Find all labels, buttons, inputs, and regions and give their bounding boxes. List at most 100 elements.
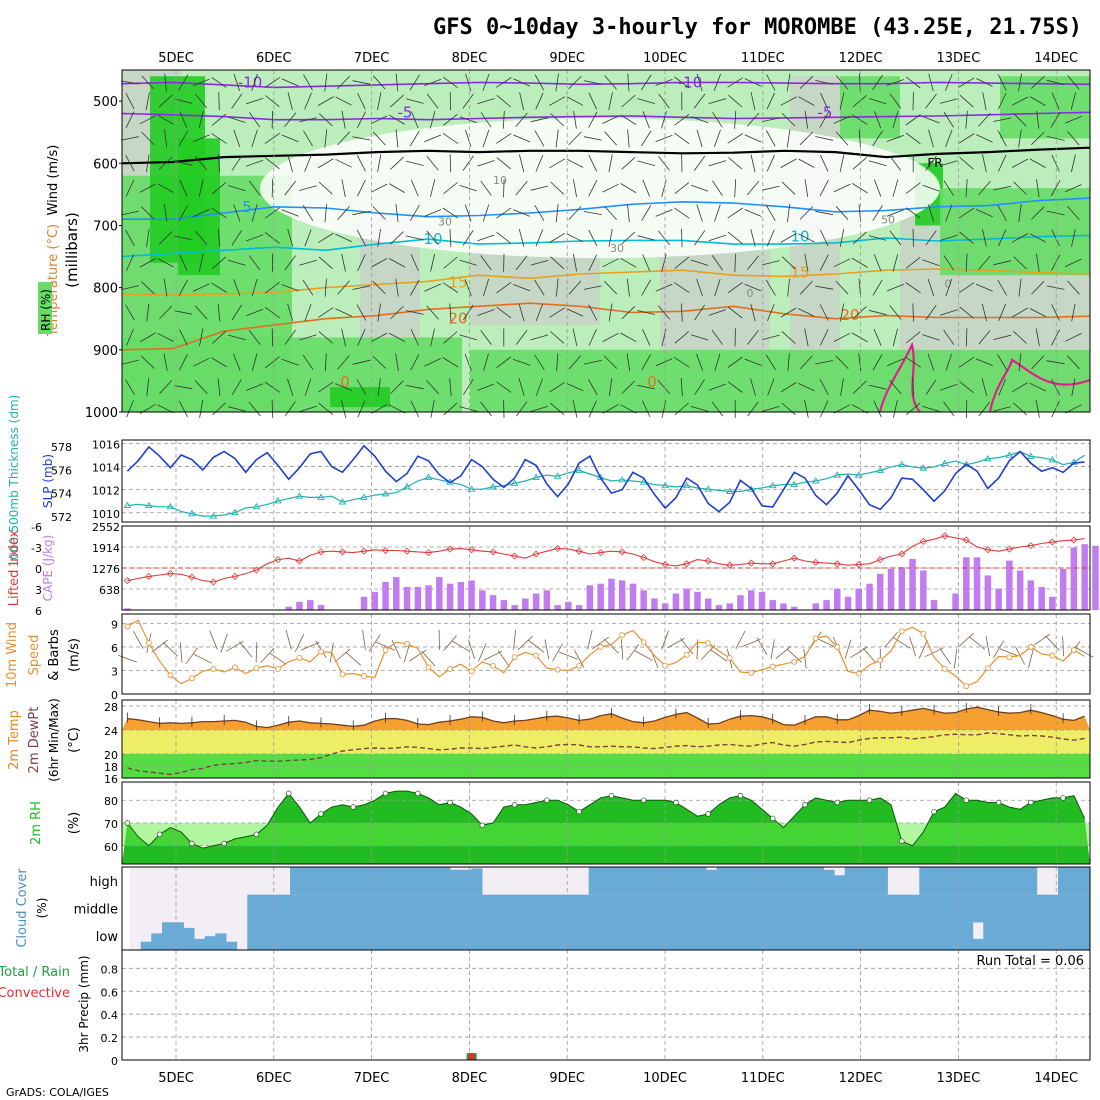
wind-barb — [744, 209, 762, 217]
cloud-cover-cell — [183, 927, 195, 950]
wind-barb — [1029, 233, 1046, 243]
wind-barb — [535, 154, 544, 172]
wind-barb — [530, 185, 549, 191]
wind-barb — [958, 282, 975, 294]
wind-barb — [141, 206, 155, 220]
wind-barb — [410, 329, 419, 346]
wind-barb — [658, 155, 670, 171]
wind-barb — [356, 155, 366, 172]
cape-bar — [952, 593, 959, 610]
wind-barb — [459, 259, 477, 266]
cloud-cover-cell — [663, 894, 675, 923]
wind-barb — [1065, 184, 1082, 193]
wind-barb — [781, 181, 796, 195]
cloud-cover-cell — [482, 894, 494, 923]
wind-barb — [993, 406, 1012, 412]
wind-barb — [945, 353, 952, 371]
wind-barb — [680, 303, 683, 322]
wind-barb — [1046, 360, 1065, 365]
cloud-cover-cell — [887, 894, 899, 923]
wind-barb — [549, 232, 566, 243]
cloud-cover-cell — [802, 894, 814, 923]
wind-barb — [750, 92, 756, 110]
wind-barb — [1067, 355, 1080, 370]
wind-barb — [608, 92, 613, 110]
wind-barb — [556, 278, 559, 297]
wind-barb — [341, 253, 346, 272]
rh2m-marker — [1060, 795, 1066, 801]
cloud-cover-cell — [215, 933, 227, 950]
cloud-cover-cell — [364, 867, 376, 895]
wind-barb — [174, 235, 193, 241]
wind-barb — [978, 401, 991, 417]
wind-barb — [727, 282, 743, 294]
wind-barb — [371, 332, 388, 343]
cloud-cover-cell — [802, 922, 814, 950]
wind-barb — [925, 304, 937, 321]
rh-contour-label: 0 — [747, 287, 754, 300]
wind-barb — [174, 385, 193, 390]
cloud-cover-cell — [780, 867, 792, 895]
wind-barb — [766, 92, 775, 110]
wind-barb — [145, 92, 150, 111]
thickness-marker — [618, 475, 626, 483]
rh-contour-label: 30 — [438, 215, 452, 228]
isotherm-label: 0 — [647, 373, 657, 391]
wind-barb — [925, 379, 937, 395]
wind-barb — [212, 402, 226, 416]
wind-barb — [674, 402, 689, 416]
wind-barb — [798, 158, 815, 168]
wind-speed-marker — [339, 671, 346, 678]
wind-barb — [905, 356, 921, 368]
wind-barb — [299, 405, 317, 413]
wind-barb — [873, 400, 882, 418]
cape-bar — [317, 605, 325, 610]
cape-bar — [532, 593, 540, 610]
wind-speed-marker — [318, 648, 324, 655]
wind-barb — [872, 205, 883, 221]
cloud-cover-cell — [1026, 922, 1038, 950]
wind-barb — [228, 406, 246, 412]
wind-barb — [245, 159, 264, 167]
wind-barb — [708, 160, 727, 167]
wind-barb — [248, 401, 261, 417]
wind-barb — [356, 111, 366, 128]
cape-bar — [866, 583, 873, 610]
wind-barb — [477, 383, 495, 391]
cloud-cover-cell — [524, 894, 536, 923]
thickness-tick-label: 576 — [51, 464, 72, 477]
wind-barb — [304, 92, 312, 110]
wind-barb — [370, 115, 388, 125]
wind-barb — [496, 231, 512, 244]
wind-tick-label: 0 — [111, 689, 118, 702]
wind-barb — [912, 378, 915, 397]
wind-barb — [851, 183, 868, 194]
wind-barb — [371, 183, 388, 193]
wind-barb — [1035, 328, 1040, 347]
wind-barb — [534, 205, 545, 221]
wind-barb-10m — [162, 642, 178, 657]
wind-barb-10m — [969, 636, 986, 650]
wind-barb-10m — [604, 638, 619, 654]
wind-barb — [125, 179, 135, 197]
wind-barb — [873, 328, 882, 346]
wind-barb — [690, 259, 709, 266]
rh-shading-patch — [330, 387, 390, 408]
cloud-cover-cell — [343, 894, 355, 923]
wind-barb — [449, 378, 452, 397]
wind-barb-10m — [999, 648, 1019, 657]
wind-barb — [462, 93, 474, 109]
thickness-marker — [704, 485, 712, 492]
cloud-cover-cell — [770, 894, 782, 923]
wind-speed-series-line — [127, 619, 1085, 687]
cape-bar — [1081, 544, 1088, 610]
wind-barb-10m — [710, 649, 728, 662]
wind-speed-marker — [898, 628, 905, 635]
slp-panel-frame — [121, 439, 1091, 523]
cape-bar — [446, 583, 454, 610]
cloud-cover-cell — [514, 894, 526, 923]
wind-barb — [519, 154, 525, 173]
wind-barb — [943, 180, 955, 196]
wind-barb-10m — [362, 629, 366, 650]
cape-bar — [500, 600, 508, 610]
